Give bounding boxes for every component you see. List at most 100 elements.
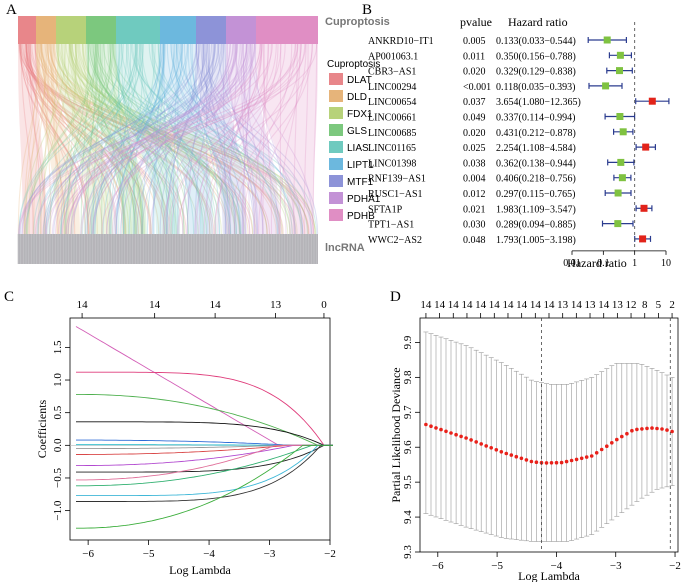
hr-header: Hazard ratio: [508, 15, 568, 29]
sankey-flow-lipt1: [115, 43, 165, 235]
sankey-flow-pdha1: [225, 43, 248, 235]
panel-d-letter: D: [390, 289, 401, 305]
forest-row: WWC2−AS2 0.048 1.793(1.005−3.198): [368, 235, 652, 246]
sankey-flow-dlat: [29, 43, 42, 235]
sankey-flow-fdx1: [79, 43, 293, 235]
forest-hr-text: 0.350(0.156−0.788): [496, 51, 576, 62]
sankey-flow-lipt1: [172, 43, 178, 235]
sankey-flow-mtf1: [200, 43, 258, 235]
forest-pvalue: 0.025: [463, 143, 486, 154]
coefficient-path-p11: [76, 444, 333, 481]
sankey-flow-fdx1: [40, 43, 70, 235]
sankey-flow-dld: [47, 43, 151, 235]
deviance-point: [584, 455, 589, 459]
sankey-flow-fdx1: [74, 43, 268, 235]
sankey-node-mtf1: [196, 16, 226, 44]
deviance-point: [655, 426, 659, 431]
sankey-flow-mtf1: [151, 43, 200, 235]
sankey-flow-dlat: [31, 43, 215, 235]
sankey-flow-dlat: [20, 43, 315, 235]
forest-point: [614, 220, 622, 228]
sankey-flow-pdhb: [170, 43, 277, 235]
sankey-flow-dlat: [27, 43, 165, 235]
sankey-band-dld: [36, 44, 80, 234]
sankey-flow-mtf1: [222, 43, 226, 235]
deviance-points: [424, 422, 674, 465]
sankey-flow-lipt1: [102, 43, 175, 235]
forest-row: SFTA1P 0.021 1.983(1.109−3.547): [368, 204, 653, 215]
sankey-band-pdhb: [256, 44, 318, 234]
sankey-flow-fdx1: [71, 43, 316, 235]
d-top-tick-label: 14: [598, 299, 610, 311]
sankey-flow-gls: [95, 43, 144, 235]
sankey-flow-fdx1: [70, 43, 152, 235]
deviance-point: [504, 451, 509, 456]
sankey-flow-gls: [114, 43, 173, 235]
sankey-flow-gls: [96, 43, 303, 235]
d-xtick-label: −4: [551, 560, 563, 572]
sankey-flow-mtf1: [194, 43, 214, 235]
sankey-flow-mtf1: [166, 43, 198, 235]
sankey-flow-pdha1: [62, 43, 238, 235]
sankey-flow-lipt1: [189, 43, 244, 235]
sankey-flow-fdx1: [84, 43, 186, 235]
sankey-flow-dlat: [23, 43, 124, 235]
panel-b-letter: B: [362, 2, 372, 18]
legend-label-mtf1: MTF1: [347, 177, 374, 188]
forest-gene-label: WWC2−AS2: [368, 235, 422, 246]
sankey-flow-gls: [25, 43, 97, 235]
sankey-flow-lias: [43, 43, 136, 235]
sankey-flow-pdha1: [228, 43, 237, 235]
sankey-flow-lipt1: [94, 43, 189, 235]
sankey-flow-gls: [107, 43, 167, 235]
forest-point: [603, 36, 611, 44]
panel-b: B pvalue Hazard ratio ANKRD10−IT1 0.005 0.…: [362, 2, 671, 270]
sankey-flow-mtf1: [136, 43, 216, 235]
forest-ticks: 0.01 0.1 1 10: [563, 250, 671, 269]
sankey-flow-lias: [90, 43, 128, 235]
sankey-flow-lias: [118, 43, 132, 235]
forest-row: LINC01398 0.038 0.362(0.138−0.944): [368, 158, 635, 169]
panel-c-y-label: Coefficients: [35, 399, 49, 458]
sankey-flow-lias: [130, 43, 312, 235]
forest-row: LINC00661 0.049 0.337(0.114−0.994): [368, 113, 636, 124]
sankey-flow-dld: [53, 43, 98, 235]
sankey-flow-dld: [53, 43, 277, 235]
c-ytick-label: −0.5: [52, 468, 64, 488]
sankey-flow-lipt1: [153, 43, 165, 235]
forest-point: [616, 67, 623, 75]
forest-point: [618, 174, 626, 182]
deviance-point: [635, 427, 639, 432]
sankey-flow-lipt1: [172, 43, 241, 235]
coefficient-path-p1: [75, 326, 333, 446]
sankey-flow-pdha1: [48, 43, 237, 235]
deviance-point: [630, 428, 634, 433]
forest-gene-label: RUSC1−AS1: [368, 189, 423, 200]
sankey-flow-lias: [117, 43, 125, 235]
sankey-flow-dlat: [25, 43, 46, 235]
sankey-flow-pdhb: [178, 43, 286, 235]
sankey-flow-lias: [109, 43, 121, 235]
sankey-band-lipt1: [160, 44, 214, 234]
sankey-flow-mtf1: [208, 43, 229, 235]
panel-c-x-label: Log Lambda: [169, 563, 231, 577]
sankey-node-pdhb: [256, 16, 318, 44]
sankey-flow-dld: [36, 43, 126, 235]
d-xtick-label: −5: [491, 560, 503, 572]
deviance-point: [459, 434, 463, 439]
sankey-flow-dlat: [19, 43, 92, 235]
sankey-flow-mtf1: [45, 43, 222, 235]
d-top-tick-label: 2: [669, 299, 675, 311]
legend-title: Cuproptosis: [327, 59, 380, 70]
deviance-point: [589, 454, 594, 458]
sankey-flow-fdx1: [82, 43, 222, 235]
sankey-flow-pdha1: [250, 43, 314, 235]
coefficient-path-p15: [76, 444, 333, 529]
legend-label-lias: LIAS: [347, 143, 369, 154]
sankey-flow-gls: [109, 43, 143, 235]
forest-pvalue: 0.012: [463, 189, 486, 200]
d-top-tick-label: 14: [475, 299, 487, 311]
c-ytick-label: −1.0: [52, 500, 64, 520]
forest-pvalue: 0.011: [463, 51, 485, 62]
c-xtick-label: −2: [324, 548, 336, 560]
